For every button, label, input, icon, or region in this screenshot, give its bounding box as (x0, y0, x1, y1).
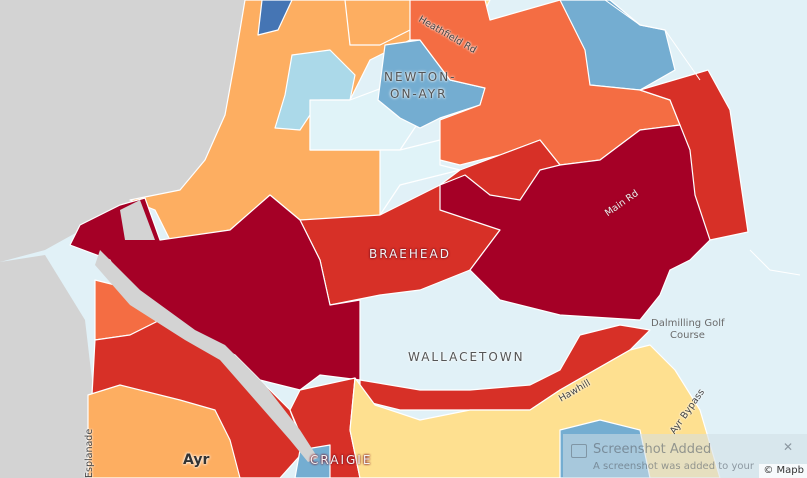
toast-title: Screenshot Added (593, 442, 712, 457)
close-icon[interactable]: ✕ (782, 440, 793, 454)
shoreline-east (604, 0, 801, 276)
zone-north-orange-top[interactable] (344, 0, 421, 46)
toast-subtitle: A screenshot was added to your (593, 461, 754, 472)
screenshot-toast[interactable]: Screenshot Added A screenshot was added … (563, 434, 807, 478)
land-southwest (0, 255, 92, 478)
land-west (0, 0, 245, 262)
zone-dark-red-east[interactable] (439, 124, 711, 321)
harbour-pier (120, 200, 155, 240)
zone-dark-blue[interactable] (257, 0, 293, 36)
river-channel (95, 250, 318, 462)
map-attribution[interactable]: © Mapb (759, 464, 807, 478)
zone-red-south-band[interactable] (359, 324, 651, 411)
zone-light-orange-south[interactable] (87, 384, 241, 478)
screenshot-icon (571, 444, 587, 458)
